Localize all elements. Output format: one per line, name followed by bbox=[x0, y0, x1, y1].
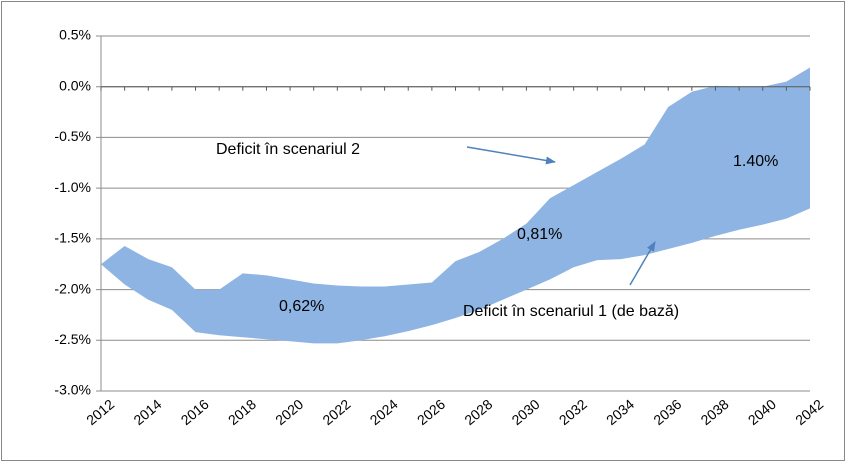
series-annotation: Deficit în scenariul 2 bbox=[216, 141, 360, 158]
y-tick-label: -0.5% bbox=[54, 128, 91, 144]
y-tick-label: -1.0% bbox=[54, 179, 91, 195]
y-tick-label: -1.5% bbox=[54, 230, 91, 246]
y-tick-label: 0.5% bbox=[59, 27, 91, 43]
annotation-arrow bbox=[629, 241, 656, 286]
series-annotation: Deficit în scenariul 1 (de bază) bbox=[463, 303, 679, 320]
annotation-arrow bbox=[466, 146, 556, 165]
y-tick-label: -2.0% bbox=[54, 280, 91, 296]
gap-label: 0,81% bbox=[517, 226, 562, 243]
band-area bbox=[101, 67, 810, 344]
gap-label: 0,62% bbox=[279, 298, 324, 315]
y-tick-label: 0.0% bbox=[59, 77, 91, 93]
y-tick-label: -3.0% bbox=[54, 382, 91, 398]
y-tick-label: -2.5% bbox=[54, 331, 91, 347]
gap-label: 1.40% bbox=[733, 153, 778, 170]
